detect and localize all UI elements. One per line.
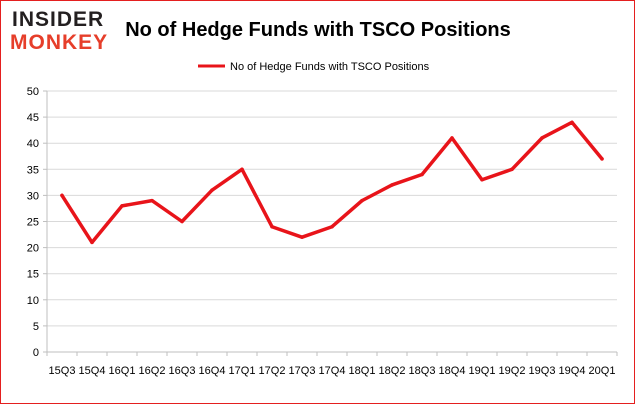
x-tick-label: 20Q1 — [589, 365, 616, 377]
x-tick-label: 16Q1 — [109, 365, 136, 377]
y-tick-label: 35 — [27, 164, 39, 176]
data-point — [570, 120, 574, 125]
y-tick-label: 0 — [33, 347, 39, 359]
data-point — [510, 167, 514, 172]
x-tick-label: 19Q4 — [559, 365, 586, 377]
data-point — [480, 177, 484, 182]
data-point — [360, 198, 364, 203]
x-tick-label: 17Q1 — [229, 365, 256, 377]
legend: No of Hedge Funds with TSCO Positions — [198, 61, 430, 73]
data-point — [180, 219, 184, 224]
legend-label: No of Hedge Funds with TSCO Positions — [230, 61, 430, 73]
x-tick-label: 15Q4 — [79, 365, 106, 377]
logo-line-1: INSIDER — [12, 8, 104, 31]
series-layer — [60, 120, 604, 245]
x-tick-label: 19Q1 — [469, 365, 496, 377]
gridlines — [47, 90, 617, 327]
data-point — [120, 204, 124, 208]
x-tick-label: 17Q2 — [259, 365, 286, 377]
x-tick-label: 17Q4 — [319, 365, 346, 377]
y-tick-label: 15 — [27, 269, 39, 281]
y-tick-label: 50 — [27, 86, 39, 98]
data-point — [390, 183, 394, 187]
y-tick-label: 5 — [33, 321, 39, 333]
axes — [43, 90, 618, 356]
x-tick-label: 15Q3 — [49, 365, 76, 377]
x-tick-label: 18Q3 — [409, 365, 436, 377]
x-tick-label: 16Q2 — [139, 365, 166, 377]
data-point — [90, 240, 94, 245]
y-tick-label: 30 — [27, 190, 39, 202]
data-point — [300, 235, 304, 239]
data-point — [150, 198, 154, 203]
x-tick-label: 16Q3 — [169, 365, 196, 377]
logo-line-2: MONKEY — [10, 31, 108, 54]
chart-title: No of Hedge Funds with TSCO Positions — [125, 19, 511, 41]
x-tick-label: 18Q2 — [379, 365, 406, 377]
data-point — [600, 157, 604, 161]
data-point — [210, 188, 214, 192]
data-point — [540, 136, 544, 140]
brand-logo: INSIDER MONKEY — [10, 8, 108, 54]
data-point — [330, 224, 334, 229]
x-tick-label: 16Q4 — [199, 365, 226, 377]
x-tick-label: 17Q3 — [289, 365, 316, 377]
data-point — [420, 172, 424, 177]
x-tick-label: 18Q4 — [439, 365, 466, 377]
x-tick-label: 19Q2 — [499, 365, 526, 377]
y-tick-label: 40 — [27, 138, 39, 150]
data-point — [270, 224, 274, 229]
data-point — [240, 167, 244, 172]
y-tick-label: 45 — [27, 112, 39, 124]
x-tick-label: 19Q3 — [529, 365, 556, 377]
data-point — [450, 136, 454, 140]
y-tick-label: 10 — [27, 295, 39, 307]
y-tick-label: 20 — [27, 243, 39, 255]
data-point — [60, 193, 64, 198]
y-tick-label: 25 — [27, 217, 39, 229]
x-tick-labels: 15Q3 15Q4 16Q1 16Q2 16Q3 16Q4 17Q1 17Q2 17Q3 17Q4… — [49, 365, 616, 377]
y-tick-labels: 0 5 10 15 20 25 30 35 40 45 50 — [27, 86, 39, 359]
x-tick-label: 18Q1 — [349, 365, 376, 377]
